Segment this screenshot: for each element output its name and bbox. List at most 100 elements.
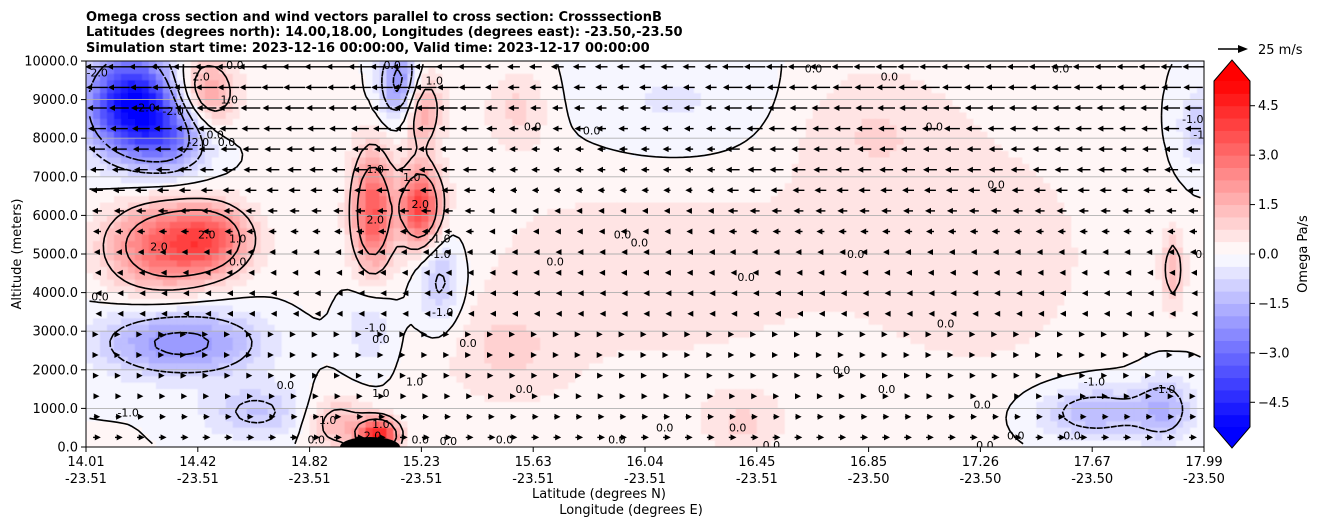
omega-cell bbox=[505, 247, 513, 255]
omega-cell bbox=[603, 157, 611, 165]
omega-cell bbox=[645, 183, 653, 191]
omega-cell bbox=[798, 170, 807, 178]
omega-cell bbox=[931, 131, 940, 139]
omega-cell bbox=[386, 138, 395, 146]
omega-cell bbox=[512, 215, 520, 223]
omega-cell bbox=[756, 189, 765, 197]
omega-cell bbox=[449, 86, 457, 94]
omega-cell bbox=[1001, 189, 1009, 197]
omega-cell bbox=[197, 157, 206, 165]
omega-cell bbox=[407, 176, 416, 184]
omega-cell bbox=[162, 106, 171, 114]
omega-cell bbox=[99, 138, 108, 146]
omega-cell bbox=[791, 80, 800, 88]
omega-cell bbox=[295, 221, 304, 229]
omega-cell bbox=[498, 144, 506, 152]
omega-cell bbox=[435, 86, 443, 94]
omega-cell bbox=[994, 73, 1002, 81]
omega-cell bbox=[225, 163, 234, 171]
omega-cell bbox=[931, 221, 940, 229]
omega-cell bbox=[365, 118, 374, 126]
omega-cell bbox=[1050, 61, 1058, 69]
omega-cell bbox=[1001, 118, 1009, 126]
omega-cell bbox=[379, 196, 388, 204]
omega-cell bbox=[728, 112, 737, 120]
omega-cell bbox=[190, 228, 199, 236]
omega-cell bbox=[260, 93, 269, 101]
omega-cell bbox=[847, 118, 856, 126]
omega-cell bbox=[1106, 61, 1114, 69]
omega-cell bbox=[1113, 86, 1121, 94]
omega-cell bbox=[260, 67, 269, 75]
omega-cell bbox=[756, 183, 765, 191]
omega-cell bbox=[1183, 241, 1191, 249]
omega-cell bbox=[379, 73, 388, 81]
omega-cell bbox=[624, 208, 632, 216]
omega-cell bbox=[547, 86, 555, 94]
omega-cell bbox=[211, 221, 220, 229]
omega-cell bbox=[463, 221, 471, 229]
omega-cell bbox=[756, 254, 765, 262]
omega-cell bbox=[400, 215, 409, 223]
omega-cell bbox=[92, 112, 101, 120]
omega-cell bbox=[1120, 234, 1128, 242]
omega-cell bbox=[889, 151, 898, 159]
omega-cell bbox=[148, 73, 157, 81]
omega-cell bbox=[931, 61, 940, 69]
omega-cell bbox=[665, 157, 674, 165]
omega-cell bbox=[1106, 189, 1114, 197]
omega-cell bbox=[714, 61, 723, 69]
omega-cell bbox=[875, 99, 884, 107]
omega-cell bbox=[645, 170, 653, 178]
omega-cell bbox=[882, 61, 891, 69]
omega-cell bbox=[1141, 118, 1149, 126]
omega-cell bbox=[120, 260, 129, 268]
omega-cell bbox=[1155, 86, 1163, 94]
omega-cell bbox=[777, 93, 786, 101]
omega-cell bbox=[714, 215, 723, 223]
omega-cell bbox=[554, 86, 562, 94]
omega-cell bbox=[127, 234, 136, 242]
omega-cell bbox=[295, 80, 304, 88]
omega-cell bbox=[679, 183, 688, 191]
omega-cell bbox=[798, 151, 807, 159]
omega-cell bbox=[735, 221, 744, 229]
omega-cell bbox=[707, 99, 716, 107]
omega-cell bbox=[302, 183, 311, 191]
omega-cell bbox=[777, 189, 786, 197]
omega-cell bbox=[281, 157, 290, 165]
omega-cell bbox=[833, 80, 842, 88]
omega-cell bbox=[582, 106, 590, 114]
omega-cell bbox=[896, 157, 905, 165]
omega-cell bbox=[568, 170, 576, 178]
omega-cell bbox=[749, 183, 758, 191]
omega-cell bbox=[379, 138, 388, 146]
omega-cell bbox=[742, 189, 751, 197]
omega-cell bbox=[386, 176, 395, 184]
omega-cell bbox=[211, 241, 220, 249]
omega-cell bbox=[407, 254, 416, 262]
omega-cell bbox=[945, 131, 954, 139]
omega-cell bbox=[86, 176, 94, 184]
omega-cell bbox=[449, 131, 457, 139]
omega-cell bbox=[749, 144, 758, 152]
omega-cell bbox=[274, 170, 283, 178]
omega-cell bbox=[603, 241, 611, 249]
omega-cell bbox=[875, 80, 884, 88]
omega-cell bbox=[882, 189, 891, 197]
omega-cell bbox=[1106, 144, 1114, 152]
omega-cell bbox=[952, 93, 961, 101]
omega-cell bbox=[127, 112, 136, 120]
omega-cell bbox=[693, 196, 702, 204]
omega-cell bbox=[1190, 93, 1198, 101]
omega-cell bbox=[672, 99, 681, 107]
omega-cell bbox=[1127, 118, 1135, 126]
omega-cell bbox=[582, 118, 590, 126]
omega-cell bbox=[847, 125, 856, 133]
omega-cell bbox=[540, 67, 548, 75]
omega-cell bbox=[155, 221, 164, 229]
omega-cell bbox=[211, 176, 220, 184]
omega-cell bbox=[1176, 183, 1184, 191]
omega-cell bbox=[358, 196, 367, 204]
omega-cell bbox=[176, 241, 185, 249]
